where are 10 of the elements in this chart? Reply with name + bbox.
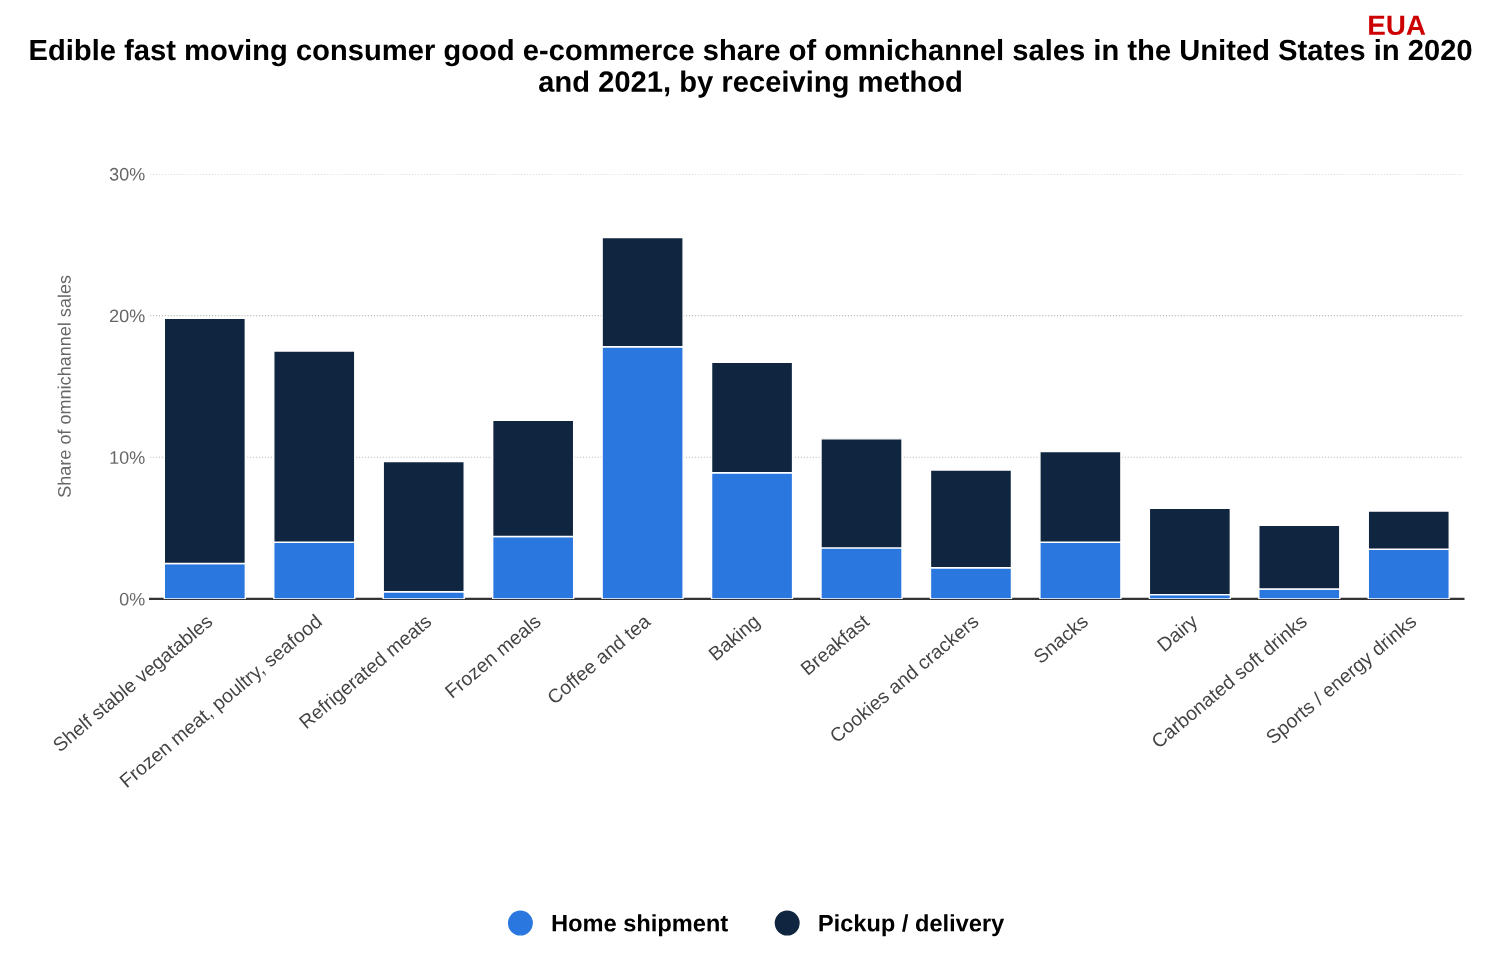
legend-label: Home shipment [552, 914, 728, 937]
y-tick-label: 0% [119, 592, 145, 606]
y-tick-label: 10% [110, 451, 145, 464]
text: EUA [1369, 15, 1426, 36]
y-axis-title: Share of omnichannel sales [57, 275, 71, 497]
bar [1148, 507, 1232, 596]
y-tick-label: 30% [109, 167, 145, 181]
chart-title: Edible fast moving consumer good e-commerce share of omnichannel sales in the United States in 2020 and 2021, by receiving method [30, 38, 1472, 98]
legend-label: Pickup / delivery [819, 914, 1005, 937]
y-tick-label: 20% [110, 309, 145, 323]
